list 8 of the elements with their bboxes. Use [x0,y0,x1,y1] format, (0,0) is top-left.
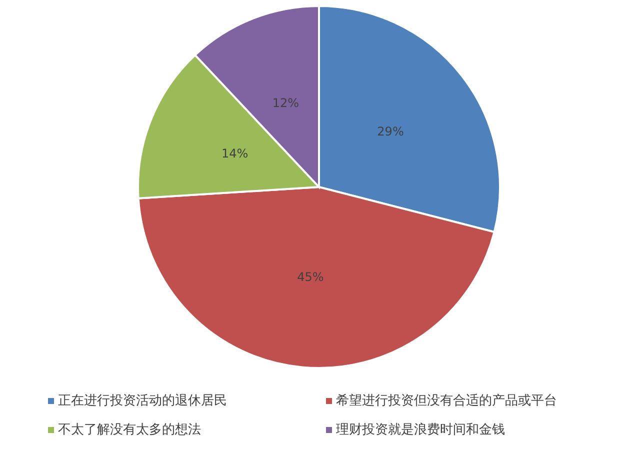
legend-label: 不太了解没有太多的想法 [58,422,201,438]
legend-label: 希望进行投资但没有合适的产品或平台 [336,394,557,408]
data-label: 45% [297,270,324,284]
legend-label: 正在进行投资活动的退休居民 [58,394,227,408]
data-label: 12% [272,96,300,110]
data-label: 14% [222,146,248,161]
legend-label: 理财投资就是浪费时间和金钱 [336,422,505,438]
data-label: 29% [377,124,404,139]
